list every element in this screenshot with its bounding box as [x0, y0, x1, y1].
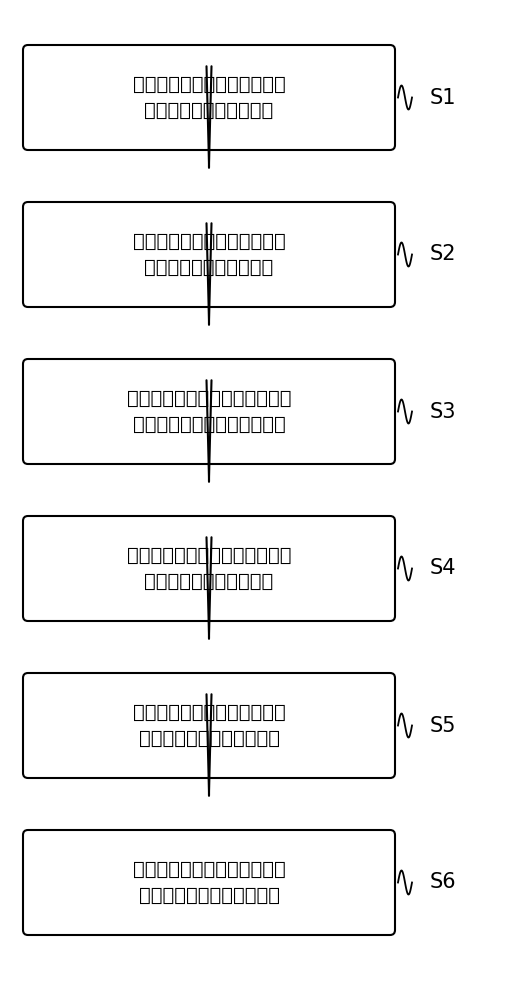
Text: 计算频率对应的回波信号的幅值
，以获得最大幅值对应的频率: 计算频率对应的回波信号的幅值 ，以获得最大幅值对应的频率 — [127, 389, 291, 434]
Text: S1: S1 — [430, 88, 457, 107]
FancyBboxPatch shape — [23, 830, 395, 935]
Text: S3: S3 — [430, 401, 457, 422]
FancyBboxPatch shape — [23, 673, 395, 778]
Text: 毫米波安检仪在背景校准后，
进行扫描并获取回波数据: 毫米波安检仪在背景校准后， 进行扫描并获取回波数据 — [133, 232, 285, 277]
FancyBboxPatch shape — [23, 516, 395, 621]
Text: 计算针对于每个通道、每个频
率的回波数据的相位漂移量: 计算针对于每个通道、每个频 率的回波数据的相位漂移量 — [133, 703, 285, 748]
Text: 计算针对于每个通道、每个频率
的回波数据的幅值漂移量: 计算针对于每个通道、每个频率 的回波数据的幅值漂移量 — [127, 546, 291, 591]
FancyBboxPatch shape — [23, 202, 395, 307]
Text: 毫米波安检仪在安装调试后，
进行扫描并获取回波数据: 毫米波安检仪在安装调试后， 进行扫描并获取回波数据 — [133, 75, 285, 120]
Text: S5: S5 — [430, 716, 457, 736]
FancyBboxPatch shape — [23, 45, 395, 150]
FancyBboxPatch shape — [23, 359, 395, 464]
Text: S6: S6 — [430, 872, 457, 892]
Text: S4: S4 — [430, 558, 457, 578]
Text: S2: S2 — [430, 244, 457, 264]
Text: 利用获得的幅值漂移量和相位
漂移量对回波数据进行校准: 利用获得的幅值漂移量和相位 漂移量对回波数据进行校准 — [133, 860, 285, 905]
